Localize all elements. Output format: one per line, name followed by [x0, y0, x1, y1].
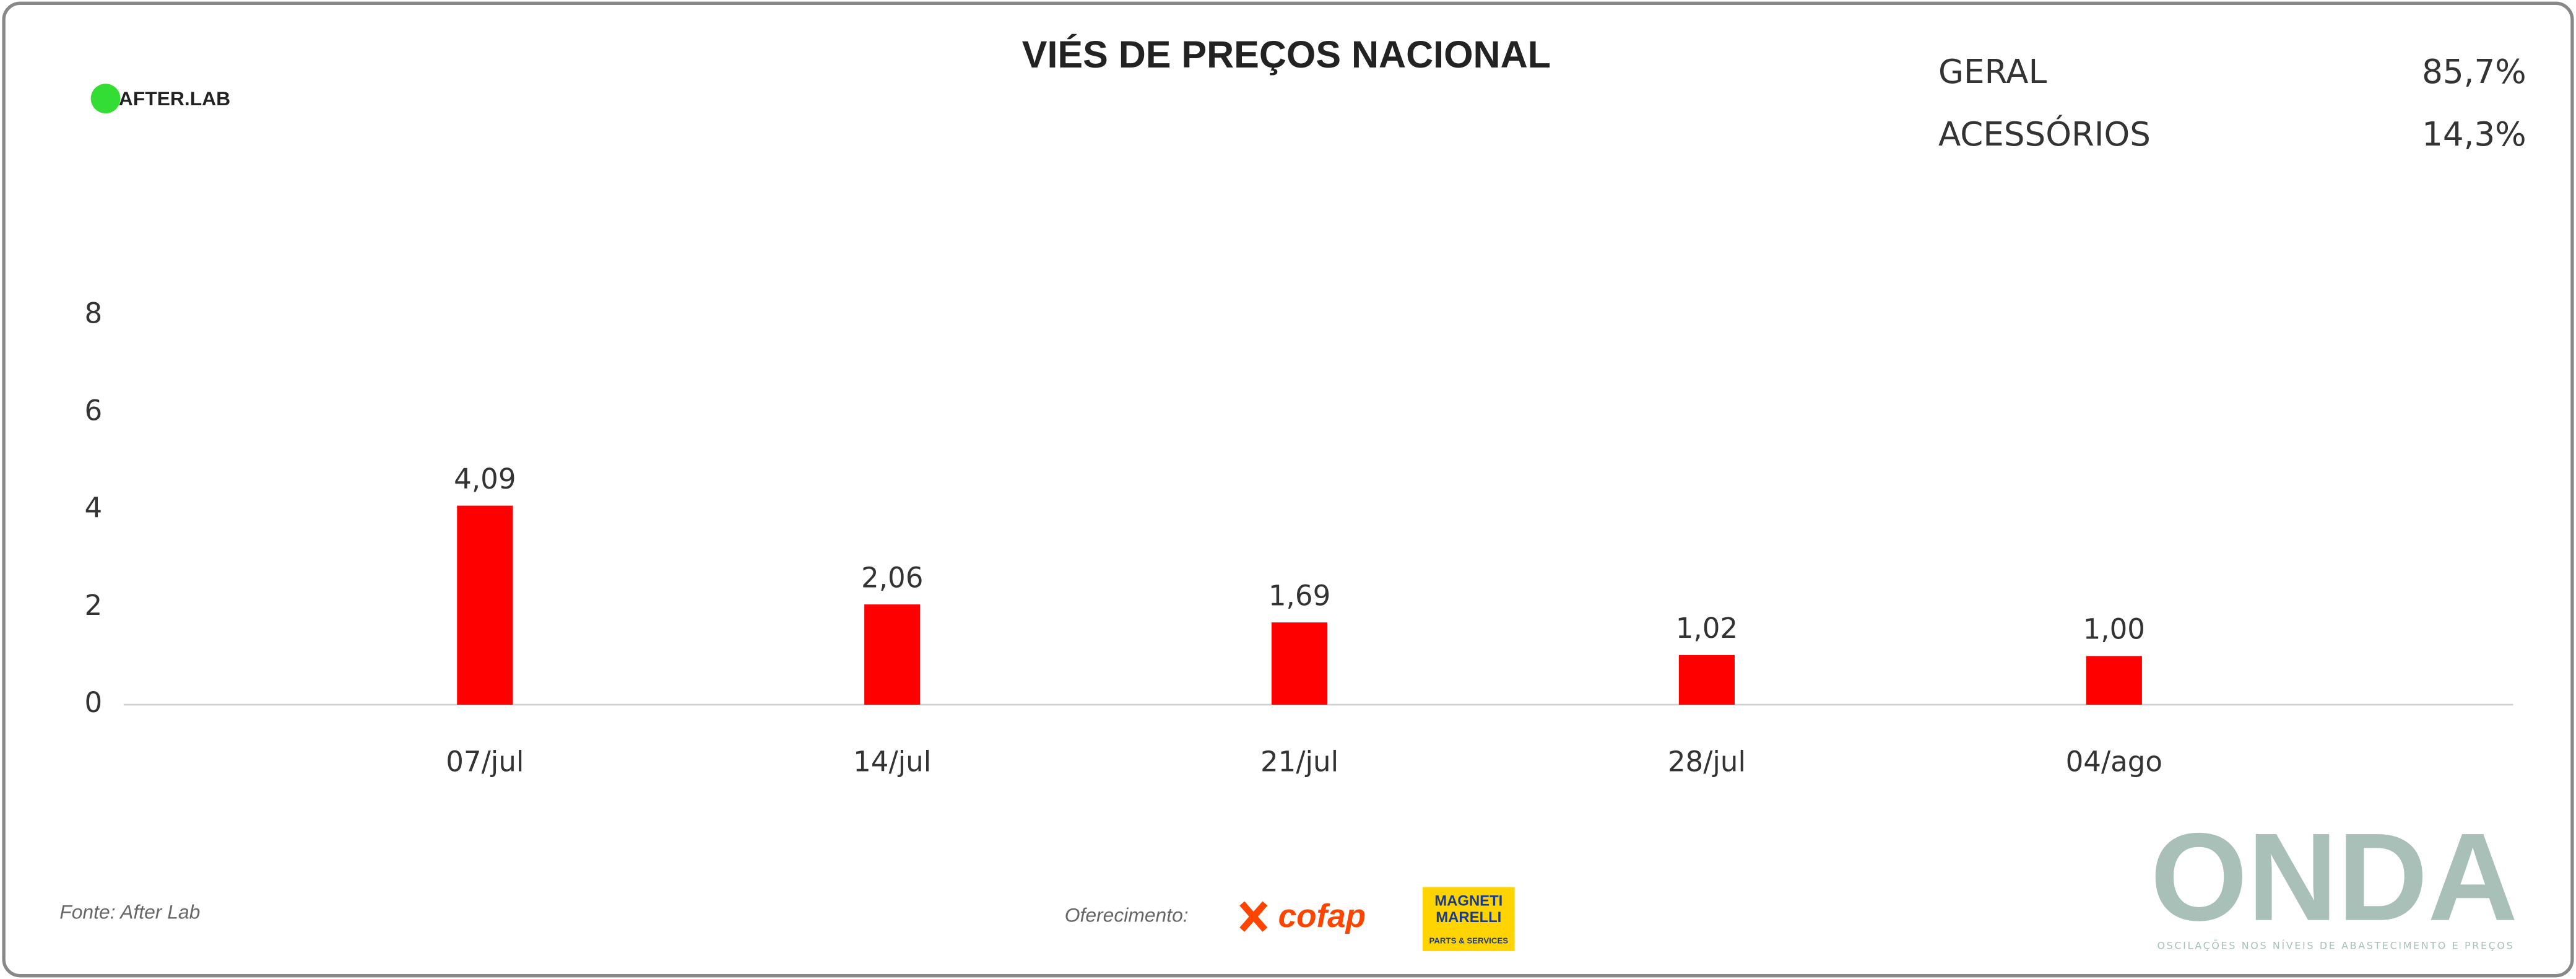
sponsor: Oferecimento:	[1065, 904, 1189, 926]
marelli-text: PARTS & SERVICES	[1429, 936, 1508, 945]
y-tick-label: 6	[85, 394, 103, 427]
marelli-text: MAGNETI	[1434, 893, 1503, 910]
x-tick-label: 21/jul	[1260, 745, 1338, 778]
onda-tagline: OSCILAÇÕES NOS NÍVEIS DE ABASTECIMENTO E…	[2157, 939, 2514, 951]
bar	[864, 604, 921, 705]
marelli-logo	[1423, 887, 1515, 951]
value-label: 4,09	[454, 463, 516, 495]
brand: AFTER.LAB	[119, 87, 230, 110]
summary-value: 85,7%	[2422, 53, 2526, 91]
summary-label: ACESSÓRIOS	[1938, 115, 2151, 154]
onda-logo: ONDA	[2150, 807, 2518, 947]
bar	[1271, 622, 1328, 705]
value-label: 2,06	[861, 561, 923, 594]
marelli-text: MARELLI	[1436, 909, 1501, 926]
cofap-logo: cofap	[1278, 898, 1366, 934]
chart-title: VIÉS DE PREÇOS NACIONAL	[1022, 33, 1551, 76]
cofap-icon	[1239, 901, 1268, 932]
x-tick-label: 14/jul	[853, 745, 931, 778]
bar	[1678, 655, 1735, 705]
bar	[2086, 656, 2142, 705]
y-tick-label: 8	[85, 297, 103, 329]
x-tick-label: 28/jul	[1668, 745, 1746, 778]
x-tick-label: 07/jul	[446, 745, 524, 778]
value-label: 1,69	[1268, 579, 1330, 612]
summary-label: GERAL	[1938, 53, 2047, 91]
x-tick-label: 04/ago	[2066, 745, 2162, 778]
y-tick-label: 0	[85, 686, 103, 719]
value-label: 1,02	[1676, 612, 1738, 645]
y-tick-label: 2	[85, 589, 103, 622]
summary-value: 14,3%	[2422, 115, 2526, 154]
bar	[457, 505, 513, 705]
value-label: 1,00	[2083, 613, 2145, 646]
brand-icon	[90, 84, 121, 114]
y-tick-label: 4	[85, 492, 103, 524]
source: Fonte: After Lab	[59, 900, 200, 923]
